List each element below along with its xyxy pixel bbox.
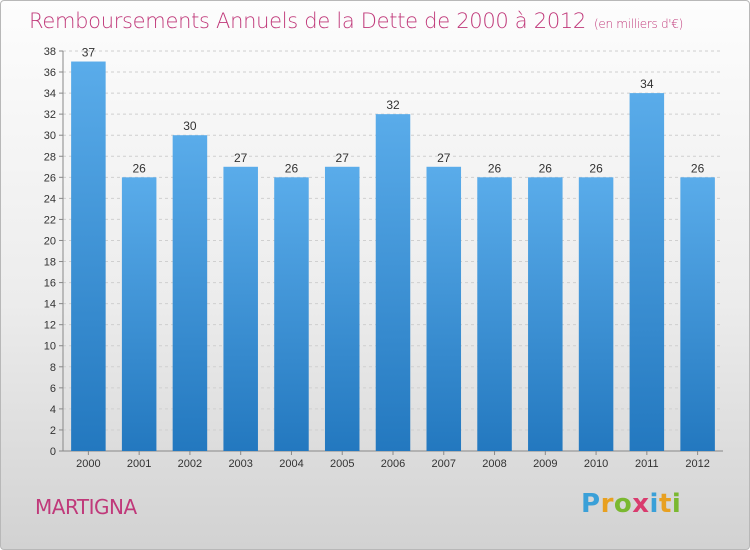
x-tick-label: 2011 [635,458,659,470]
proxiti-logo: Proxiti [581,489,681,519]
y-tick-label: 0 [50,446,56,458]
data-label: 26 [132,161,146,175]
x-tick-label: 2001 [127,458,151,470]
data-label: 26 [691,161,705,175]
data-label: 26 [285,161,299,175]
logo-letter: o [613,489,633,519]
bar [477,177,512,451]
bar [426,166,462,451]
y-tick-label: 34 [44,88,56,100]
x-tick-label: 2006 [381,458,405,470]
bar [578,177,614,451]
y-tick-label: 26 [44,172,56,184]
data-label: 30 [183,119,197,133]
data-label: 32 [386,98,400,112]
y-tick-label: 2 [50,425,56,437]
data-label: 37 [82,46,96,60]
y-tick-label: 6 [50,383,56,395]
data-label: 34 [640,77,654,91]
data-label: 26 [539,161,553,175]
x-tick-label: 2008 [482,458,506,470]
bar [629,93,665,452]
data-label: 27 [437,151,451,165]
logo-letter: x [632,489,650,519]
bar [324,166,360,451]
bar [375,114,411,451]
y-tick-label: 24 [44,193,56,205]
x-tick-label: 2005 [330,458,354,470]
y-tick-label: 4 [50,404,56,416]
logo-letter: i [649,489,659,519]
data-label: 27 [234,151,248,165]
data-label: 26 [589,161,603,175]
logo-letter: i [671,489,682,519]
bar [121,177,157,451]
y-tick-label: 8 [50,362,56,374]
x-tick-label: 2012 [685,458,709,470]
bar [274,177,309,451]
y-tick-label: 32 [44,109,56,121]
data-label: 26 [488,161,502,175]
y-tick-label: 12 [44,320,56,332]
x-tick-label: 2003 [228,458,252,470]
logo-letter: P [581,489,601,519]
x-tick-label: 2010 [584,458,608,470]
bars [71,61,715,452]
y-tick-label: 28 [44,151,56,163]
title-text: Remboursements Annuels de la Dette de 20… [29,9,586,33]
x-tick-label: 2007 [432,458,456,470]
bar [71,61,106,452]
bar [172,135,208,452]
logo-letter: r [600,489,614,519]
commune-name: MARTIGNA [35,495,137,519]
bar [680,177,715,451]
y-tick-label: 10 [44,341,56,353]
y-tick-label: 22 [44,214,56,226]
chart-subtitle: (en milliers d'€) [594,17,684,31]
bar [528,177,563,451]
data-label: 27 [336,151,350,165]
logo-letter: t [658,489,672,519]
x-tick-label: 2009 [533,458,557,470]
x-tick-label: 2000 [76,458,100,470]
bar [223,166,258,451]
y-tick-label: 30 [44,130,56,142]
x-tick-label: 2004 [279,458,303,470]
y-tick-label: 38 [44,46,56,58]
y-tick-label: 20 [44,235,56,247]
chart-title: Remboursements Annuels de la Dette de 20… [29,9,683,33]
x-tick-label: 2002 [178,458,202,470]
y-tick-label: 36 [44,67,56,79]
y-tick-label: 14 [44,299,56,311]
y-tick-label: 18 [44,257,56,269]
y-tick-label: 16 [44,278,56,290]
